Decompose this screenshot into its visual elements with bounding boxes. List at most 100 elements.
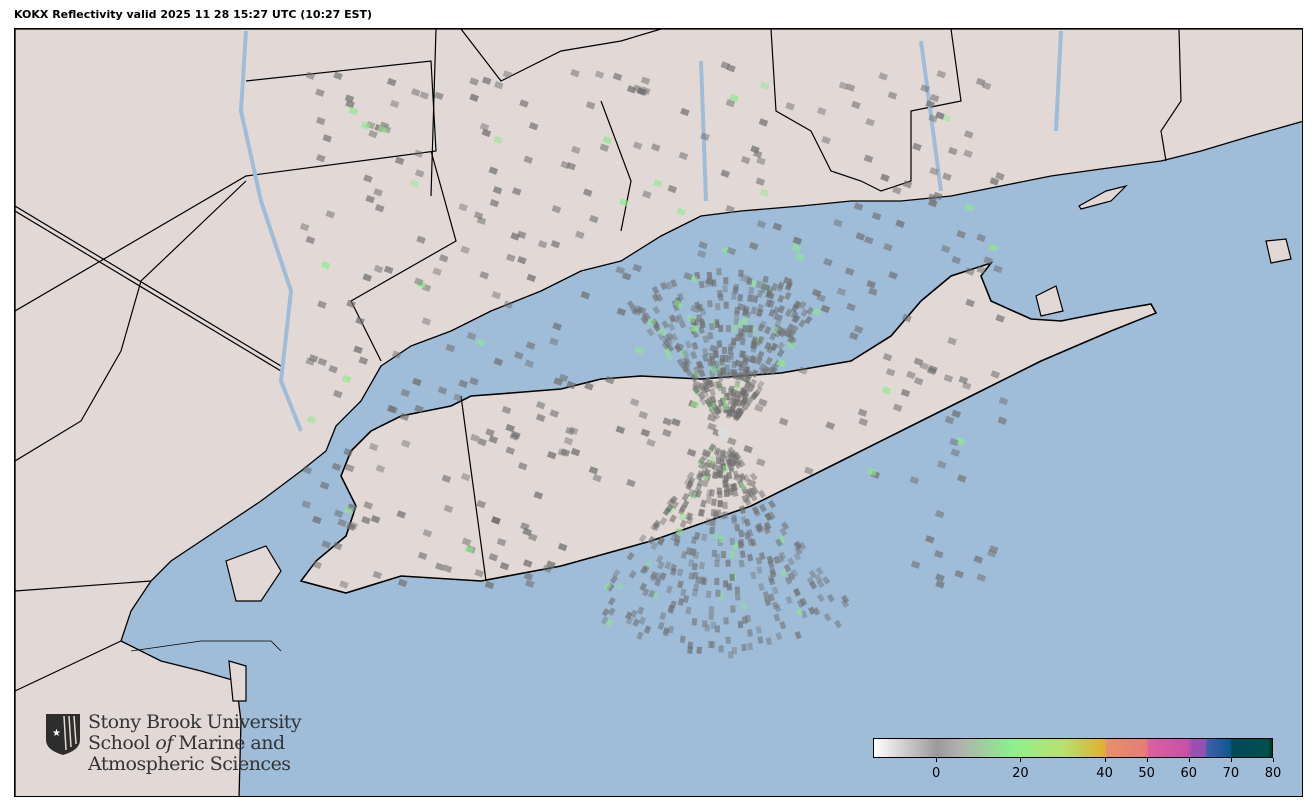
radar-echo-cell [763,521,772,531]
radar-echo-cell [755,280,762,289]
radar-echo-cell [710,509,717,517]
radar-echo-cell [849,331,859,341]
radar-echo-cell [927,193,938,202]
radar-echo-cell [546,560,556,569]
radar-site [718,427,730,439]
basemap [15,29,1302,796]
radar-echo-cell [821,135,831,145]
radar-echo-cell [731,325,738,333]
radar-echo-cell [728,651,734,659]
radar-echo-cell [600,616,609,625]
radar-echo-cell [731,646,738,655]
radar-echo-cell [716,380,723,389]
radar-echo-cell [691,589,698,597]
radar-echo-cell [737,320,744,329]
radar-echo-cell [722,285,728,293]
radar-echo-cell [709,344,719,353]
radar-echo-cell [646,327,655,337]
radar-echo-cell [920,84,930,93]
radar-echo-cell [679,635,686,644]
radar-echo-cell [976,265,987,275]
radar-echo-cell [691,618,698,626]
radar-echo-cell [750,571,757,580]
radar-echo-cell [493,357,504,366]
radar-echo-cell [720,367,726,375]
radar-echo-cell [725,559,731,567]
radar-echo-cell [738,559,745,568]
radar-echo-cell [750,391,759,401]
radar-echo-cell [734,407,743,416]
radar-echo-cell [484,580,495,590]
radar-echo-cell [955,436,966,446]
radar-echo-cell [694,489,703,498]
radar-echo-cell [700,132,710,141]
radar-echo-cell [743,374,751,384]
radar-echo-cell [867,467,877,477]
radar-echo-cell [723,277,729,285]
radar-echo-cell [929,167,939,176]
radar-echo-cell [649,571,658,580]
radar-echo-cell [727,446,736,456]
radar-echo-cell [823,257,833,267]
colorbar-tick-mark [1188,758,1190,762]
radar-echo-cell [885,368,896,377]
radar-echo-cell [659,281,668,291]
radar-echo-cell [717,500,723,508]
radar-echo-cell [766,345,775,354]
radar-echo-cell [560,448,571,457]
radar-echo-cell [822,576,831,585]
radar-echo-cell [749,472,758,482]
radar-echo-cell [333,71,343,80]
radar-echo-cell [523,155,534,164]
radar-echo-cell [682,595,690,603]
radar-echo-cell [416,235,426,244]
radar-echo-cell [919,361,930,371]
radar-echo-cell [790,325,799,334]
radar-echo-cell [973,555,983,564]
radar-echo-cell [651,293,660,303]
radar-echo-cell [690,491,698,500]
radar-echo-cell [747,642,753,651]
radar-echo-cell [951,255,961,265]
radar-echo-cell [719,370,726,379]
radar-echo-cell [811,307,822,316]
radar-echo-cell [639,582,648,591]
radar-echo-cell [657,331,666,341]
radar-echo-cell [951,409,962,419]
radar-echo-cell [519,99,529,108]
radar-echo-cell [725,98,736,108]
radar-echo-cell [702,335,709,344]
radar-echo-cell [751,368,759,378]
radar-echo-cell [716,470,723,478]
radar-echo-cell [691,562,699,571]
radar-echo-cell [727,464,735,473]
radar-echo-cell [550,240,561,249]
radar-echo-cell [779,568,787,577]
radar-echo-cell [659,516,668,526]
radar-echo-cell [806,576,815,586]
sbu-shield-icon: ★ [46,714,80,755]
radar-echo-cell [612,72,623,81]
radar-echo-cell [702,347,709,357]
radar-echo-cell [727,346,734,355]
radar-echo-cell [742,401,751,411]
radar-echo-cell [723,617,729,625]
radar-echo-cell [928,114,938,123]
radar-echo-cell [731,398,739,407]
radar-echo-cell [723,301,729,309]
radar-echo-cell [649,573,658,583]
radar-echo-cell [412,377,422,387]
radar-echo-cell [520,522,530,531]
radar-echo-cell [941,113,952,123]
radar-echo-cell [840,594,850,604]
radar-echo-cell [355,316,365,326]
radar-echo-cell [925,100,935,109]
radar-echo-cell [522,559,533,568]
radar-echo-cell [752,295,759,304]
radar-map[interactable] [14,28,1303,797]
radar-echo-cell [963,149,973,158]
radar-echo-cell [642,588,650,597]
radar-echo-cell [716,340,723,348]
radar-echo-cell [365,195,375,204]
radar-echo-cell [708,322,715,331]
